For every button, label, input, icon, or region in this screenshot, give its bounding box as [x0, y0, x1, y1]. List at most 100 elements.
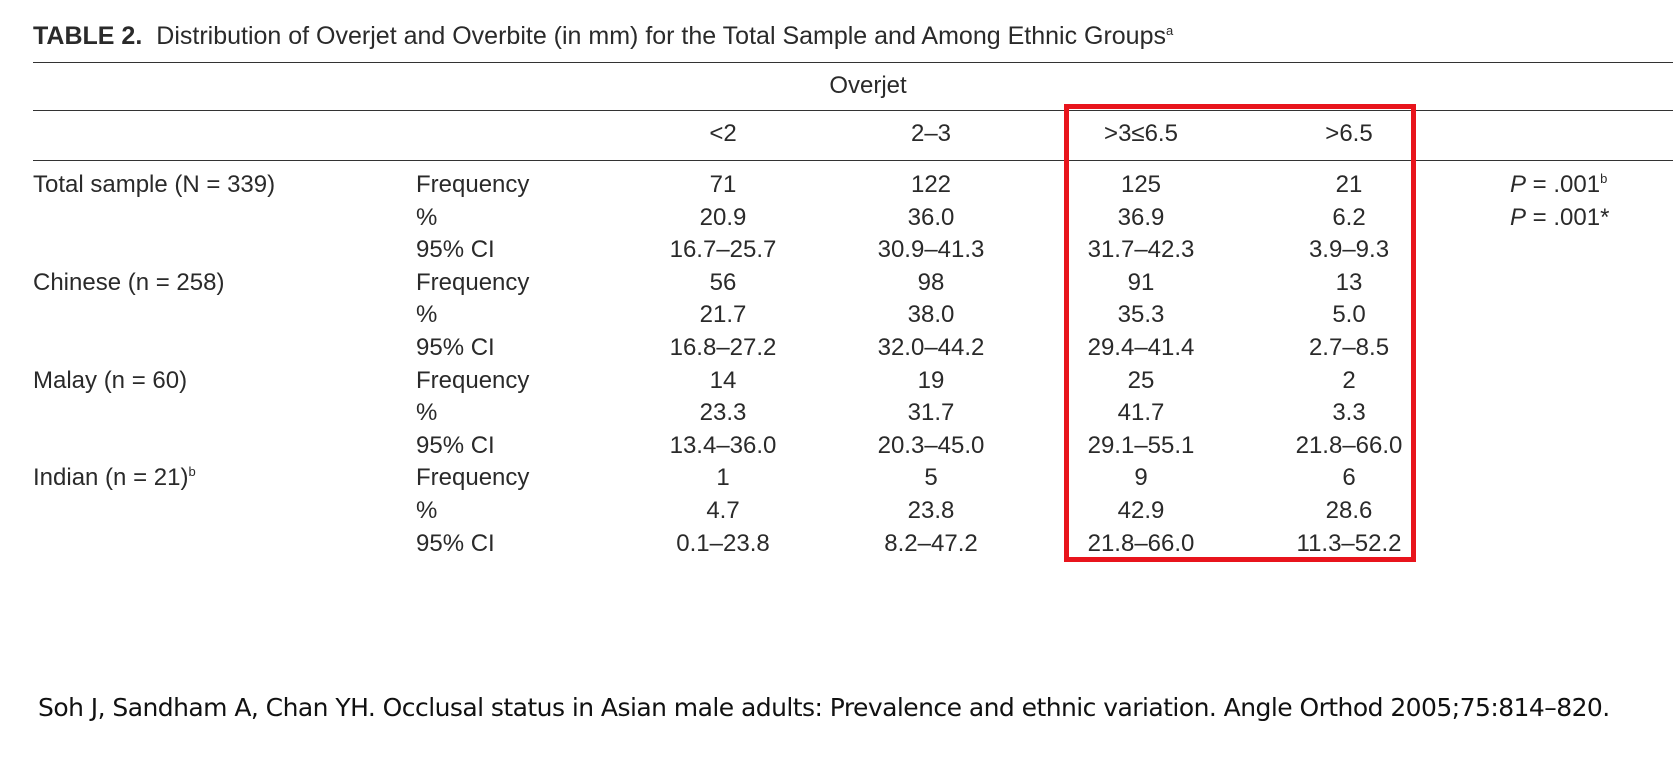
table-cell: 36.9: [1117, 203, 1165, 231]
table-cell: 71: [709, 171, 737, 198]
stat-label: Frequency: [416, 464, 530, 492]
p-footnote-mark: b: [1600, 171, 1608, 186]
table-cell: 25: [1127, 366, 1155, 394]
highlight-box: [1064, 104, 1416, 562]
table-row: 95% CI 16.7–25.7 30.9–41.3 31.7–42.3 3.9–9.3: [0, 236, 1680, 268]
column-header-gt6p5: >6.5: [1325, 120, 1373, 147]
group-label: Indian (n = 21)b: [33, 464, 196, 492]
group-label: Chinese (n = 258): [33, 269, 224, 297]
table-cell: 21: [1335, 171, 1363, 198]
table-cell: 21.8–66.0: [1295, 431, 1403, 459]
group-name: Chinese (n = 258): [33, 268, 225, 296]
table-cell: 98: [917, 268, 945, 296]
table-cell: 42.9: [1117, 497, 1165, 524]
table-row: % 21.7 38.0 35.3 5.0: [0, 301, 1680, 333]
table-cell: 16.8–27.2: [669, 334, 777, 361]
p-value-text: = .001: [1526, 171, 1601, 198]
table-cell: 0.1–23.8: [676, 529, 770, 557]
table-row: % 4.7 23.8 42.9 28.6: [0, 497, 1680, 529]
table-cell: 31.7–42.3: [1087, 236, 1195, 264]
p-label: P: [1510, 203, 1527, 231]
table-cell: 36.0: [907, 203, 955, 231]
column-header-2to3: 2–3: [910, 120, 952, 147]
overjet-spanner-header: Overjet: [829, 72, 907, 99]
stat-label: Frequency: [416, 366, 530, 394]
table-cell: 125: [1120, 171, 1162, 198]
table-label: TABLE 2.: [33, 22, 143, 50]
table-cell: 21.7: [699, 301, 747, 329]
group-label: Total sample (N = 339): [33, 171, 275, 199]
stat-label: 95% CI: [416, 529, 495, 557]
table-cell: 6.2: [1332, 203, 1366, 231]
table-cell: 11.3–52.2: [1296, 529, 1402, 557]
table-cell: 21.8–66.0: [1087, 529, 1195, 557]
table-cell: 122: [910, 171, 952, 198]
table-cell: 29.4–41.4: [1087, 334, 1195, 361]
table-cell: 4.7: [706, 497, 740, 524]
table-cell: 14: [709, 366, 737, 394]
table-row: % 20.9 36.0 36.9 6.2 P = .001*: [0, 204, 1680, 236]
column-header-3to6p5: >3≤6.5: [1104, 120, 1178, 147]
stat-label: %: [416, 497, 438, 524]
table-cell: 30.9–41.3: [877, 236, 985, 264]
stat-label: %: [416, 203, 438, 231]
column-header-lt2: <2: [709, 120, 737, 147]
stat-label: %: [416, 399, 438, 427]
table-row: Malay (n = 60) Frequency 14 19 25 2: [0, 367, 1680, 399]
table-cell: 9: [1134, 464, 1148, 492]
table-row: 95% CI 13.4–36.0 20.3–45.0 29.1–55.1 21.8–66…: [0, 432, 1680, 464]
p-value: P = .001b: [1510, 171, 1607, 199]
table-cell: 3.9–9.3: [1308, 236, 1390, 264]
table-title-footnote-mark: a: [1166, 23, 1174, 38]
p-value-text: = .001*: [1526, 203, 1610, 231]
table-cell: 32.0–44.2: [877, 334, 985, 361]
group-footnote-mark: b: [188, 464, 196, 480]
table-cell: 2.7–8.5: [1308, 334, 1390, 361]
table-cell: 19: [917, 366, 945, 394]
table-cell: 31.7: [907, 399, 955, 427]
group-label: Malay (n = 60): [33, 367, 187, 395]
table-cell: 6: [1342, 464, 1356, 492]
stat-label: 95% CI: [416, 334, 495, 361]
table-cell: 91: [1127, 268, 1155, 296]
table-cell: 29.1–55.1: [1087, 431, 1195, 459]
table-row: 95% CI 0.1–23.8 8.2–47.2 21.8–66.0 11.3–52.2: [0, 530, 1680, 562]
p-label: P: [1510, 171, 1527, 198]
stat-label: 95% CI: [416, 236, 495, 264]
table-cell: 5.0: [1332, 301, 1366, 329]
header-rule: [33, 160, 1673, 161]
stat-label: Frequency: [416, 171, 530, 198]
table-row: Indian (n = 21)b Frequency 1 5 9 6: [0, 464, 1680, 496]
table-row: Total sample (N = 339) Frequency 71 122 125 2…: [0, 171, 1680, 203]
group-name: Indian (n = 21): [33, 464, 189, 492]
table-cell: 16.7–25.7: [669, 236, 777, 264]
table-cell: 35.3: [1117, 301, 1165, 329]
group-name: Malay (n = 60): [33, 366, 188, 394]
table-cell: 13: [1335, 268, 1363, 296]
stat-label: Frequency: [416, 268, 530, 296]
table-row: 95% CI 16.8–27.2 32.0–44.2 29.4–41.4 2.7–8.5: [0, 334, 1680, 366]
table-cell: 41.7: [1117, 399, 1165, 427]
stat-label: 95% CI: [416, 431, 495, 459]
table-cell: 5: [924, 464, 938, 492]
table-cell: 8.2–47.2: [884, 529, 978, 557]
table-cell: 23.3: [699, 399, 747, 427]
table-cell: 56: [709, 268, 737, 296]
top-rule: [33, 62, 1673, 63]
table-title: Distribution of Overjet and Overbite (in…: [156, 22, 1166, 50]
table-cell: 3.3: [1332, 399, 1366, 427]
table-cell: 23.8: [907, 497, 955, 524]
table-cell: 20.9: [699, 203, 747, 231]
spanner-rule: [33, 110, 1673, 111]
table-cell: 20.3–45.0: [877, 431, 985, 459]
table-cell: 2: [1342, 366, 1356, 394]
table-row: Chinese (n = 258) Frequency 56 98 91 13: [0, 269, 1680, 301]
table-cell: 1: [716, 464, 730, 492]
group-name: Total sample (N = 339): [33, 171, 276, 198]
table-cell: 13.4–36.0: [669, 431, 777, 459]
table-caption: TABLE 2. Distribution of Overjet and Over…: [33, 22, 1173, 51]
table-cell: 28.6: [1325, 497, 1373, 524]
stat-label: %: [416, 301, 438, 329]
table-row: % 23.3 31.7 41.7 3.3: [0, 399, 1680, 431]
citation: Soh J, Sandham A, Chan YH. Occlusal stat…: [38, 693, 1610, 722]
